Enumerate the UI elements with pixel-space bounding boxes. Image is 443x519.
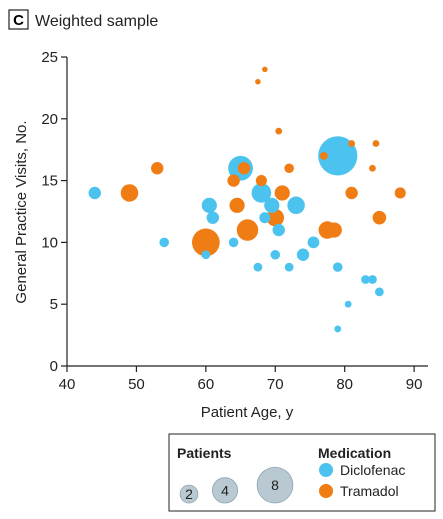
- data-point-diclofenac: [368, 275, 377, 284]
- panel-header: C Weighted sample: [8, 9, 158, 30]
- data-point-diclofenac: [88, 186, 101, 200]
- data-point-diclofenac: [334, 325, 342, 333]
- data-point-tramadol: [227, 174, 240, 187]
- data-point-tramadol: [372, 210, 387, 225]
- data-point-tramadol: [236, 219, 259, 241]
- color-legend-label: Tramadol: [340, 483, 399, 499]
- data-point-tramadol: [191, 228, 220, 257]
- x-tick-label: 60: [198, 376, 215, 393]
- chart-title: Weighted sample: [35, 13, 158, 30]
- color-legend-label: Diclofenac: [340, 462, 405, 478]
- data-point-diclofenac: [361, 275, 370, 284]
- size-legend-circle: [256, 466, 294, 504]
- data-point-diclofenac: [344, 300, 352, 308]
- data-point-diclofenac: [296, 248, 310, 261]
- y-axis-label: General Practice Visits, No.: [13, 120, 30, 303]
- x-tick-label: 90: [406, 376, 423, 393]
- size-legend-label: 4: [221, 482, 229, 498]
- data-point-tramadol: [262, 66, 268, 73]
- data-point-tramadol: [274, 185, 290, 201]
- size-legend-label: 8: [271, 477, 279, 493]
- data-point-diclofenac: [284, 262, 294, 272]
- color-legend-swatch: [319, 463, 333, 477]
- data-point-tramadol: [237, 162, 251, 175]
- y-tick-label: 15: [41, 173, 58, 190]
- data-point-diclofenac: [332, 262, 343, 272]
- size-legend-label: 2: [185, 486, 193, 502]
- data-point-diclofenac: [159, 237, 169, 248]
- x-axis-label: Patient Age, y: [201, 404, 294, 421]
- data-point-tramadol: [255, 175, 267, 187]
- data-point-tramadol: [369, 164, 376, 172]
- data-point-diclofenac: [251, 183, 272, 203]
- data-point-diclofenac: [272, 223, 285, 237]
- y-tick-label: 20: [41, 111, 58, 128]
- data-point-diclofenac: [318, 136, 358, 176]
- data-point-tramadol: [394, 187, 406, 199]
- legend: Patients 2 4 8 Medication Diclofenac Tramad…: [168, 433, 436, 512]
- data-point-tramadol: [266, 208, 285, 227]
- data-point-diclofenac: [270, 249, 281, 260]
- x-tick-label: 70: [267, 376, 284, 393]
- x-ticks: 40 50 60 70 80 90: [59, 366, 423, 393]
- legend-box: [168, 433, 436, 512]
- size-legend: 2 4 8: [179, 466, 294, 504]
- y-tick-label: 10: [41, 234, 58, 251]
- data-point-tramadol: [348, 140, 356, 147]
- panel-letter-box: [8, 9, 29, 30]
- axes: [66, 57, 428, 367]
- x-tick-label: 50: [128, 376, 145, 393]
- data-point-tramadol: [284, 163, 294, 174]
- y-tick-label: 25: [41, 49, 58, 66]
- data-point-diclofenac: [201, 197, 217, 213]
- data-point-tramadol: [120, 184, 139, 202]
- color-legend-swatch: [319, 484, 333, 498]
- color-legend: Diclofenac Tramadol: [319, 462, 405, 499]
- data-point-tramadol: [151, 162, 164, 175]
- panel-letter: C: [13, 12, 24, 29]
- data-point-tramadol: [326, 222, 342, 238]
- color-legend-title: Medication: [318, 445, 391, 461]
- data-point-tramadol: [275, 127, 283, 135]
- data-point-diclofenac: [287, 196, 305, 215]
- data-point-tramadol: [372, 140, 380, 147]
- data-point-tramadol: [229, 197, 245, 213]
- data-points: [88, 66, 406, 333]
- data-point-diclofenac: [259, 212, 271, 224]
- data-point-tramadol: [345, 186, 358, 200]
- size-legend-circle: [211, 477, 239, 504]
- size-legend-title: Patients: [177, 445, 232, 461]
- data-point-tramadol: [319, 151, 328, 160]
- data-point-diclofenac: [307, 236, 320, 249]
- data-point-diclofenac: [253, 262, 263, 272]
- y-tick-label: 5: [50, 296, 58, 313]
- x-tick-label: 80: [336, 376, 353, 393]
- data-point-tramadol: [255, 78, 261, 85]
- data-point-diclofenac: [228, 237, 239, 248]
- data-point-diclofenac: [201, 250, 211, 260]
- data-point-diclofenac: [264, 197, 280, 213]
- size-legend-circle: [179, 484, 199, 504]
- y-ticks: 0 5 10 15 20 25: [41, 49, 67, 375]
- data-point-diclofenac: [206, 211, 219, 224]
- y-tick-label: 0: [50, 358, 58, 375]
- x-tick-label: 40: [59, 376, 76, 393]
- data-point-diclofenac: [375, 287, 384, 297]
